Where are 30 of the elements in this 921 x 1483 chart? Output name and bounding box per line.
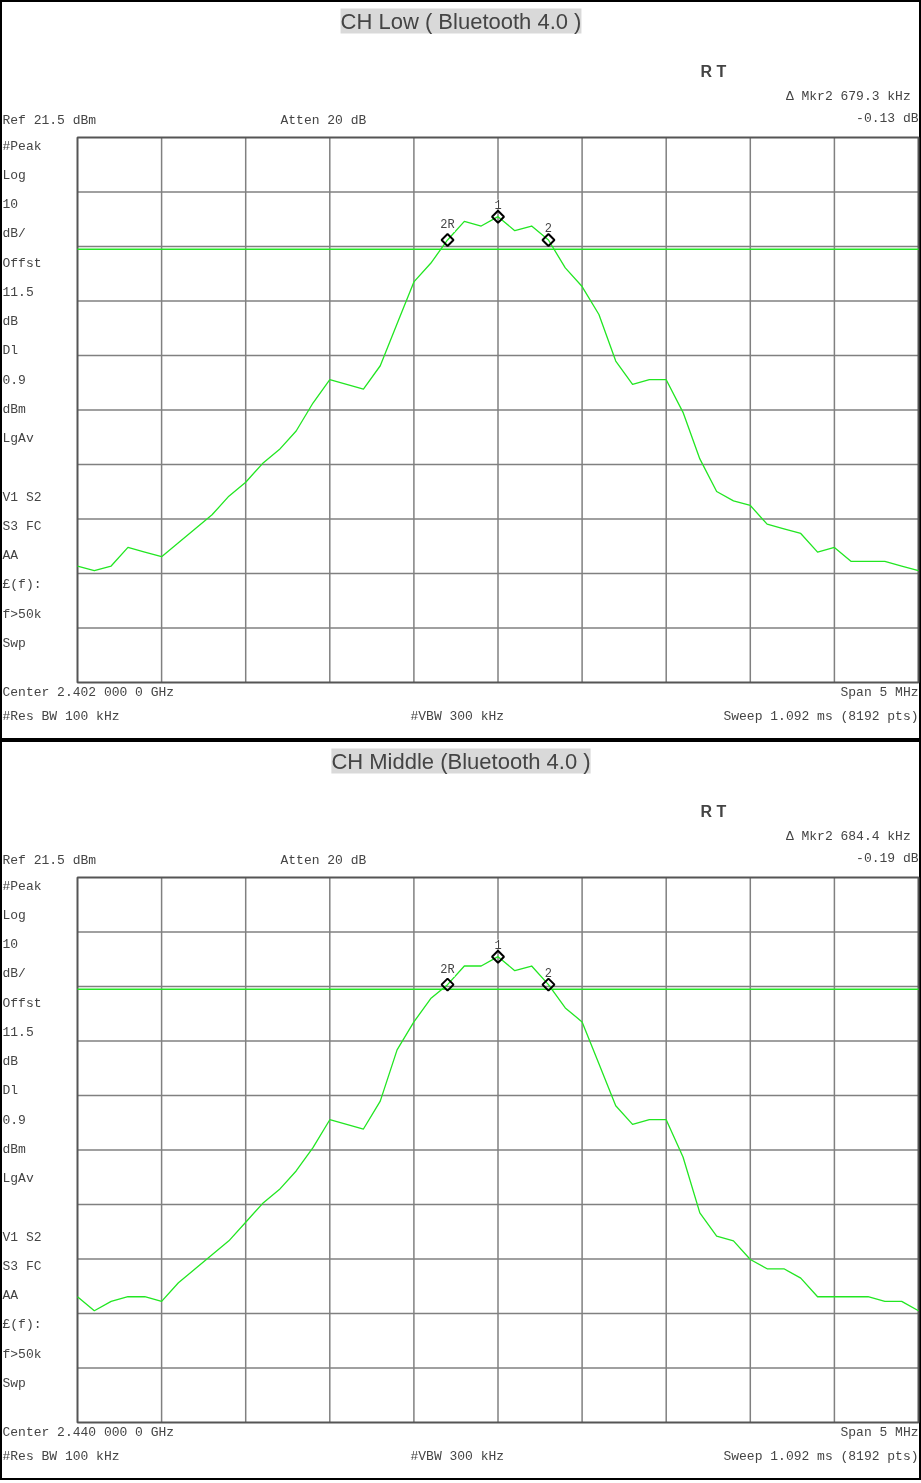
text: Ref 21.5 dBm <box>2 112 97 128</box>
text: Center 2.402 000 0 GHz <box>2 684 175 700</box>
text: Δ Mkr2 679.3 kHz <box>785 88 911 104</box>
text: Atten 20 dB <box>280 112 367 128</box>
text: -0.19 dB <box>856 850 919 866</box>
text: Sweep 1.092 ms (8192 pts) <box>723 1448 919 1464</box>
text: Sweep 1.092 ms (8192 pts) <box>723 708 919 724</box>
text: R T <box>700 62 727 80</box>
text: Atten 20 dB <box>280 852 367 868</box>
text: #Peak Log 10 dB/ Offst 11.5 dB Dl 0.9 dBm LgAv V1 S2 S3 FC AA £(f): f>50k Swp <box>2 878 42 1391</box>
annotation: 2 <box>544 221 553 236</box>
text: #VBW 300 kHz <box>410 708 505 724</box>
annotation: 2R <box>440 962 455 977</box>
text: Span 5 MHz <box>840 1424 919 1440</box>
annotation: 2 <box>544 966 553 981</box>
annotation: 1 <box>494 198 502 213</box>
chart-title: CH Middle (Bluetooth 4.0 ) <box>331 748 591 774</box>
text: Δ Mkr2 684.4 kHz <box>785 828 911 844</box>
text: Span 5 MHz <box>840 684 919 700</box>
text: #VBW 300 kHz <box>410 1448 505 1464</box>
text: #Res BW 100 kHz <box>2 1448 120 1464</box>
text: Center 2.440 000 0 GHz <box>2 1424 175 1440</box>
annotation: 1 <box>494 938 502 953</box>
text: #Peak Log 10 dB/ Offst 11.5 dB Dl 0.9 dBm LgAv V1 S2 S3 FC AA £(f): f>50k Swp <box>2 138 42 651</box>
text: #Res BW 100 kHz <box>2 708 120 724</box>
text: Ref 21.5 dBm <box>2 852 97 868</box>
chart-title: CH Low ( Bluetooth 4.0 ) <box>340 8 582 34</box>
text: -0.13 dB <box>856 110 919 126</box>
annotation: 2R <box>440 217 455 232</box>
text: R T <box>700 802 727 820</box>
